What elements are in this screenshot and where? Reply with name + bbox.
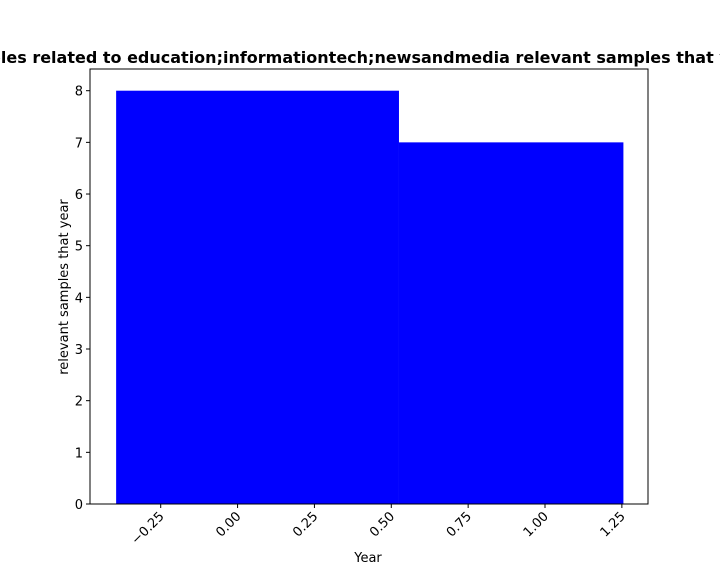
y-tick-label: 1 <box>75 446 83 461</box>
y-axis-label: relevant samples that year <box>57 199 72 375</box>
bars-layer <box>116 90 624 505</box>
x-tick-label: 0.75 <box>444 509 475 540</box>
x-axis-ticks: −0.25 0.00 0.25 0.50 0.75 1.00 1.25 <box>129 504 629 548</box>
y-tick-label: 4 <box>75 291 83 306</box>
y-tick-label: 8 <box>75 85 83 100</box>
x-tick-label: 1.25 <box>598 509 629 540</box>
y-axis-ticks: 0 1 2 3 4 5 6 7 8 <box>75 85 90 513</box>
y-tick-label: 3 <box>75 343 83 358</box>
plot-frame <box>89 68 649 505</box>
bar-0 <box>116 90 399 504</box>
x-tick-label: 0.00 <box>213 509 244 540</box>
y-tick-label: 5 <box>75 240 83 255</box>
bar-1 <box>398 142 624 505</box>
x-tick-label: −0.25 <box>129 509 168 548</box>
x-tick-label: 0.50 <box>367 509 398 540</box>
x-axis-label: Year <box>353 551 382 566</box>
x-tick-label: 0.25 <box>290 509 321 540</box>
y-tick-label: 2 <box>75 395 83 410</box>
y-tick-label: 6 <box>75 188 83 203</box>
x-tick-label: 1.00 <box>521 509 552 540</box>
chart-title: Counts of samples related to education;i… <box>0 48 720 67</box>
y-tick-label: 0 <box>75 498 83 513</box>
y-tick-label: 7 <box>75 136 83 151</box>
